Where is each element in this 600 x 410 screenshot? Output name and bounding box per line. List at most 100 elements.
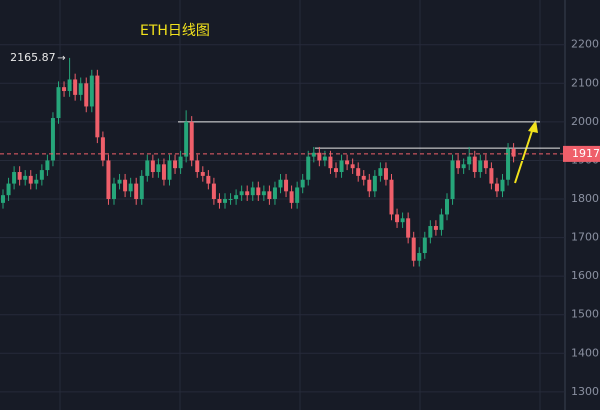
candle-body [256, 187, 261, 196]
candle-body [211, 183, 216, 200]
candle-body [167, 160, 172, 180]
candle-body [106, 160, 111, 200]
y-tick-label: 1700 [571, 231, 599, 244]
candle-body [478, 160, 483, 173]
candle-body [445, 199, 449, 215]
candle-body [511, 148, 516, 157]
candle-body [456, 160, 461, 169]
candle-body [433, 226, 438, 230]
candle-body [234, 195, 239, 200]
candle-body [56, 87, 61, 119]
candle-body [139, 175, 144, 200]
candle-body [206, 175, 211, 184]
candle-body [23, 175, 28, 180]
candle-body [239, 191, 244, 196]
candle-body [28, 175, 33, 184]
candle-body [217, 199, 222, 203]
chart-title: ETH日线图 [140, 23, 210, 39]
candle-body [461, 164, 466, 169]
candle-body [200, 172, 205, 176]
candle-body [400, 218, 405, 223]
candle-body [39, 170, 44, 180]
candle-body [145, 160, 150, 176]
candle-body [78, 83, 83, 95]
y-tick-label: 1800 [571, 192, 599, 205]
candle-body [128, 183, 133, 192]
candle-body [100, 137, 105, 161]
grid [59, 0, 541, 410]
candle-body [356, 168, 361, 176]
candle-body [89, 75, 94, 107]
candle-body [184, 121, 189, 157]
candle-body [311, 152, 316, 157]
candle-body [161, 164, 166, 180]
candle-body [372, 175, 377, 192]
candle-body [261, 191, 266, 196]
candle-body [483, 160, 488, 169]
y-tick-label: 1500 [571, 308, 599, 321]
candle-body [284, 179, 289, 192]
candle-body [272, 187, 277, 200]
candle-body [306, 156, 311, 180]
price-label: 1917. [572, 147, 600, 160]
candle-body [472, 156, 477, 173]
candle-body [50, 118, 55, 161]
candle-body [417, 253, 422, 261]
candle-body [361, 175, 366, 180]
y-tick-label: 2200 [571, 38, 599, 51]
candle-body [300, 179, 305, 188]
candle-body [489, 168, 494, 184]
candle-body [6, 183, 11, 196]
candle-body [411, 237, 416, 261]
candle-body [406, 218, 411, 238]
candle-body [245, 191, 250, 196]
candle-body [328, 156, 333, 169]
candle-body [267, 191, 272, 200]
candle-body [117, 179, 122, 184]
y-tick-label: 1300 [571, 385, 599, 398]
y-tick-label: 2000 [571, 115, 599, 128]
price-tag [563, 145, 600, 162]
candle-body [34, 179, 39, 184]
candle-body [378, 168, 383, 176]
candle-body [62, 87, 67, 92]
candle-body [84, 83, 89, 107]
candle-body [45, 160, 50, 171]
candle-body [439, 214, 444, 230]
candle-body [395, 214, 400, 223]
candle-body [450, 160, 455, 200]
candle-body [228, 199, 233, 201]
candle-body [367, 179, 372, 192]
candle-body [178, 156, 183, 169]
candle-body [494, 183, 499, 192]
candle-body [334, 168, 338, 173]
candle-body [422, 237, 427, 254]
candle-body [317, 152, 322, 161]
candle-body [278, 179, 283, 188]
candle-body [17, 172, 22, 180]
candle-body [134, 183, 139, 200]
y-tick-label: 1600 [571, 269, 599, 282]
candle-body [67, 79, 72, 92]
candle-body [322, 156, 327, 161]
y-tick-label: 2100 [571, 76, 599, 89]
candle-body [295, 187, 300, 203]
candle-body [250, 187, 255, 196]
candle-body [189, 121, 194, 161]
candle-body [345, 160, 350, 165]
y-tick-label: 1400 [571, 346, 599, 359]
candle-body [150, 160, 155, 173]
candle-body [223, 199, 227, 203]
candle-body [383, 168, 388, 180]
candle-body [289, 191, 294, 203]
candle-body [467, 156, 472, 165]
candle-body [12, 172, 17, 184]
candle-body [73, 79, 78, 95]
candle-body [156, 164, 161, 173]
candle-body [350, 164, 355, 169]
candle-body [1, 195, 5, 203]
candle-body [500, 179, 505, 192]
high-label-arrow: → [57, 53, 65, 64]
